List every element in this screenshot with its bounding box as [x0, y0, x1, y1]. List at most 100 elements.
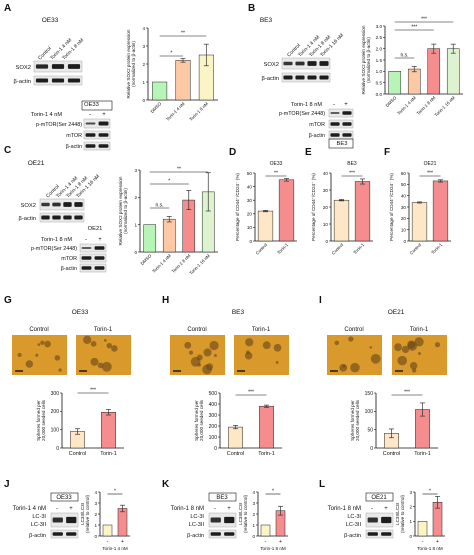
blot-lc3-K: [208, 512, 237, 528]
micrograph-control: [12, 335, 67, 375]
blot-band: [295, 61, 305, 66]
blot-band: [224, 532, 235, 536]
blot-label: β-actin: [187, 533, 204, 539]
sphere: [44, 340, 51, 348]
y-tick-label: 2.0: [376, 46, 383, 51]
sphere: [273, 343, 282, 352]
blot-membrane: [50, 529, 79, 539]
blot-sox2-C: [39, 198, 85, 211]
x-tick-label: Torin-1: [100, 451, 116, 457]
y-label: 20,000 seeded cells: [199, 399, 204, 441]
y-tick-label: 1: [252, 523, 255, 528]
sig-label: ***: [349, 171, 355, 177]
y-label: Spheres formed per: [36, 400, 41, 441]
sphere: [37, 343, 41, 347]
y-tick-label: 3: [252, 501, 255, 506]
blot-band: [295, 75, 305, 80]
blot-label: mTOR: [66, 133, 82, 139]
blot-membrane: [208, 512, 237, 528]
sig-label: **: [181, 31, 185, 37]
blot-label: LC-3I: [190, 514, 204, 520]
treatment-sign: -: [85, 237, 87, 243]
blot-label: mTOR: [61, 256, 77, 262]
sphere: [40, 340, 45, 345]
panel-letter-F: F: [384, 147, 390, 158]
bar: [354, 181, 371, 242]
x-label: Torin-1 4 nM: [102, 546, 128, 551]
blot-label: mTOR: [309, 122, 325, 128]
blot-membrane: [79, 243, 107, 253]
cell-line-J: OE33: [56, 495, 72, 501]
sphere: [246, 350, 250, 355]
sig-label: ***: [427, 171, 433, 177]
sphere: [414, 337, 424, 347]
y-tick-label: 1.0: [376, 69, 383, 74]
blot-band: [81, 247, 92, 249]
blot-membrane: [365, 529, 394, 539]
y-label: Percentage of CD44⁺/CD24⁻ (%): [389, 173, 394, 241]
chart-A: 0 1 2 3 4 DMSO Torin-1 4 nM Torin-1 8 nM Relativ…: [126, 26, 218, 122]
y-tick-label: 20: [323, 205, 329, 210]
x-tick-label: Control: [409, 242, 423, 256]
y-label: (normalized to β-actin): [366, 37, 371, 83]
blot-band: [307, 75, 317, 80]
bar: [152, 81, 168, 101]
cell-line-B: BE3: [260, 17, 273, 24]
x-tick-label: -: [422, 539, 424, 545]
blot-band: [381, 516, 392, 524]
blot-band: [94, 256, 105, 260]
y-tick-label: 60: [401, 171, 407, 176]
sphere: [25, 360, 34, 368]
blot-band: [63, 202, 72, 207]
x-label: Torin-1 8 nM: [260, 546, 286, 551]
blot-band: [210, 517, 221, 523]
blot-band: [342, 133, 352, 137]
sig-label: *: [272, 489, 274, 495]
sphere: [262, 341, 271, 350]
blot-membrane: [79, 263, 107, 273]
sphere: [369, 346, 373, 349]
sub-cell-box: [365, 492, 394, 502]
y-tick-label: 3: [142, 44, 145, 49]
sphere: [58, 368, 62, 372]
blot-band: [51, 78, 65, 83]
y-tick-label: 3: [134, 168, 137, 173]
blot-membrane: [83, 118, 111, 129]
blot-membrane: [50, 512, 79, 528]
image-label: Torin-1: [252, 327, 271, 333]
blot-label: p-mTOR(Ser 2448): [279, 111, 325, 117]
sphere: [407, 341, 418, 351]
panel-letter-I: I: [319, 295, 322, 306]
sphere: [275, 361, 279, 364]
y-tick-label: 0: [142, 98, 145, 103]
y-tick-label: 200: [209, 424, 218, 430]
blot-band: [35, 64, 49, 69]
sphere: [394, 343, 402, 352]
sub-cell-box: [328, 138, 354, 149]
y-tick-label: 2.5: [376, 35, 383, 40]
y-tick-label: 2: [252, 512, 255, 517]
y-tick-label: 20: [247, 212, 253, 217]
x-tick-label: Torin-1 16 nM: [433, 95, 456, 118]
blot-band: [94, 266, 105, 270]
sphere: [189, 350, 194, 355]
sphere: [244, 351, 253, 360]
x-tick-label: Control: [227, 451, 244, 457]
sig-label: *: [114, 489, 116, 495]
blot-band: [330, 133, 340, 137]
sig-label: ***: [404, 390, 410, 396]
blot-band: [307, 61, 317, 66]
sphere: [370, 353, 381, 364]
blot-band: [98, 144, 109, 148]
blot-band: [342, 122, 352, 126]
y-label: (relative to control): [243, 495, 248, 534]
sphere: [90, 357, 99, 366]
blot-band: [66, 516, 77, 524]
bar: [117, 508, 128, 537]
bar: [259, 405, 274, 449]
bar: [278, 179, 295, 242]
y-label: (normalized to β-actin): [123, 188, 128, 234]
bar: [333, 199, 350, 242]
